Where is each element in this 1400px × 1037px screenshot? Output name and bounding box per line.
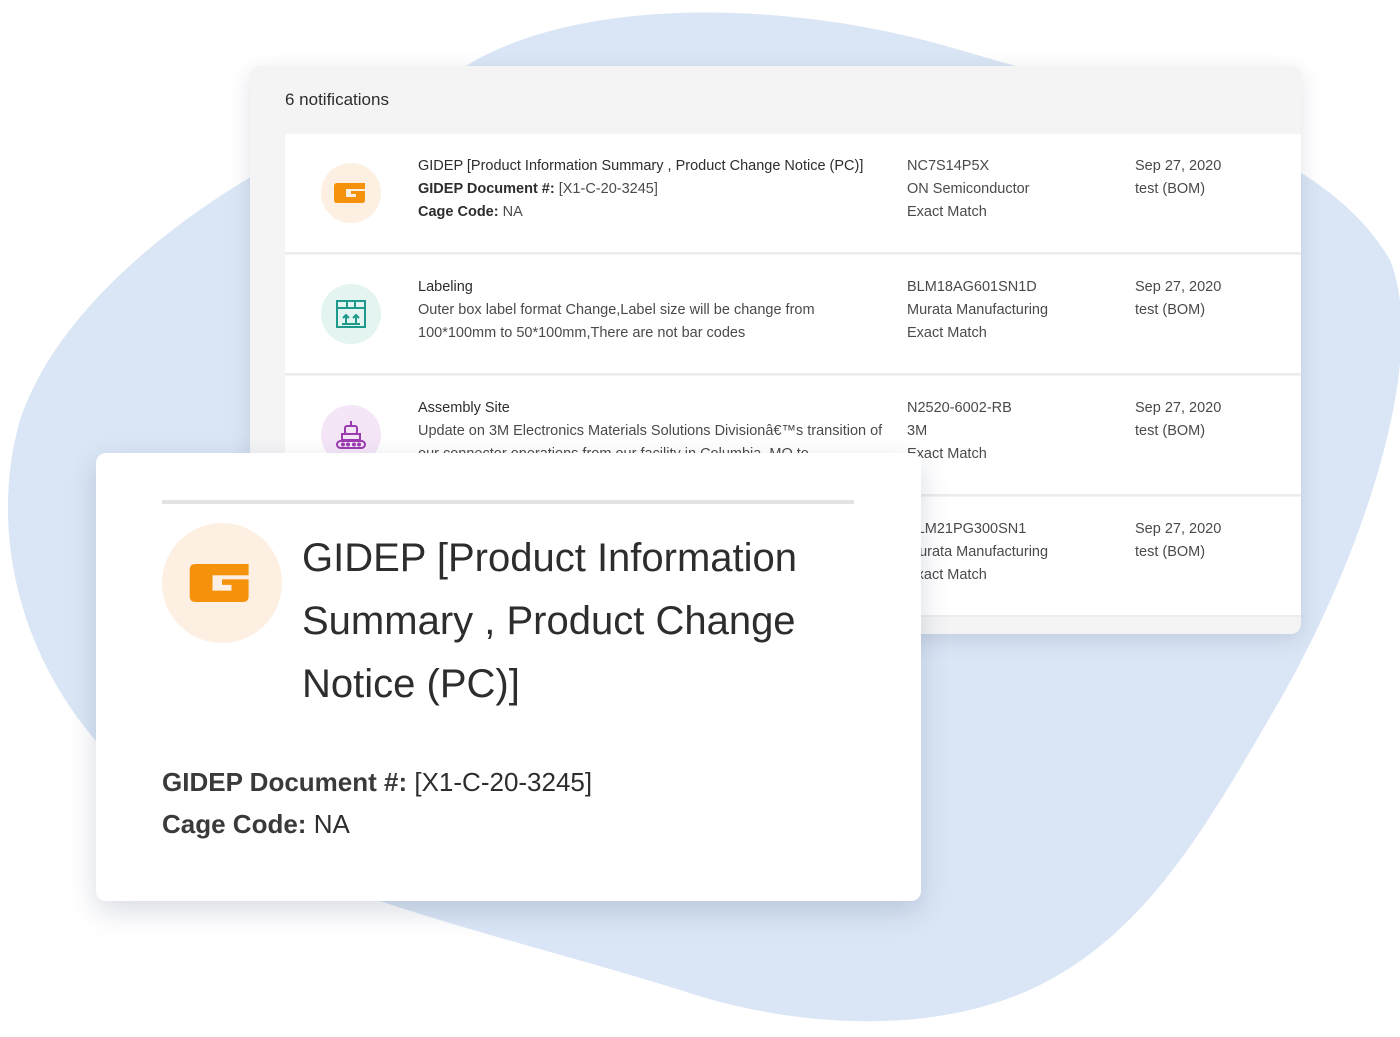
- zoomed-notification-title: GIDEP [Product Information Summary , Pro…: [302, 536, 798, 706]
- notification-date: Sep 27, 2020: [1135, 521, 1222, 537]
- notification-title: Labeling: [418, 279, 473, 295]
- notification-description: Outer box label format Change,Label size…: [418, 302, 815, 341]
- manufacturer: Murata Manufacturing: [907, 544, 1049, 560]
- date-info: Sep 27, 2020 test (BOM): [1135, 518, 1295, 564]
- date-info: Sep 27, 2020 test (BOM): [1135, 276, 1295, 322]
- manufacturer: Murata Manufacturing: [907, 302, 1049, 318]
- notification-details: Labeling Outer box label format Change,L…: [418, 276, 888, 345]
- match-type: Exact Match: [907, 567, 987, 583]
- part-number: BLM21PG300SN1: [907, 521, 1027, 537]
- gidep-doc-label: GIDEP Document #:: [418, 181, 555, 197]
- zoomed-notification-card: GIDEP [Product Information Summary , Pro…: [96, 453, 921, 901]
- part-number: N2520-6002-RB: [907, 400, 1012, 416]
- notification-row[interactable]: GIDEP [Product Information Summary , Pro…: [285, 134, 1301, 254]
- labeling-box-icon: [321, 284, 381, 344]
- match-type: Exact Match: [907, 204, 987, 220]
- date-info: Sep 27, 2020 test (BOM): [1135, 155, 1295, 201]
- part-number: NC7S14P5X: [907, 158, 990, 174]
- bom-name: test (BOM): [1135, 302, 1206, 318]
- gidep-doc-label: GIDEP Document #:: [162, 767, 408, 797]
- part-number: BLM18AG601SN1D: [907, 279, 1037, 295]
- cage-code-label: Cage Code:: [418, 204, 499, 220]
- bom-name: test (BOM): [1135, 181, 1206, 197]
- gidep-doc-value: [X1-C-20-3245]: [558, 181, 658, 197]
- manufacturer: ON Semiconductor: [907, 181, 1030, 197]
- date-info: Sep 27, 2020 test (BOM): [1135, 397, 1295, 443]
- match-type: Exact Match: [907, 325, 987, 341]
- bom-name: test (BOM): [1135, 423, 1206, 439]
- cage-code-value: NA: [502, 204, 523, 220]
- notification-details: GIDEP [Product Information Summary , Pro…: [418, 155, 888, 224]
- gidep-doc-value: [X1-C-20-3245]: [414, 767, 593, 797]
- cage-code-value: NA: [313, 809, 350, 839]
- gidep-g-icon: [162, 523, 282, 643]
- manufacturer: 3M: [907, 423, 928, 439]
- notifications-count: 6 notifications: [285, 90, 389, 109]
- part-info: BLM18AG601SN1D Murata Manufacturing Exac…: [907, 276, 1107, 345]
- card-divider: [162, 500, 854, 504]
- part-info: NC7S14P5X ON Semiconductor Exact Match: [907, 155, 1107, 224]
- gidep-g-icon: [321, 163, 381, 223]
- notification-row[interactable]: Labeling Outer box label format Change,L…: [285, 255, 1301, 375]
- notification-date: Sep 27, 2020: [1135, 279, 1222, 295]
- bom-name: test (BOM): [1135, 544, 1206, 560]
- zoomed-notification-meta: GIDEP Document #: [X1-C-20-3245] Cage Co…: [162, 761, 592, 845]
- notification-title: GIDEP [Product Information Summary , Pro…: [418, 158, 864, 174]
- part-info: N2520-6002-RB 3M Exact Match: [907, 397, 1107, 466]
- notification-title: Assembly Site: [418, 400, 510, 416]
- cage-code-label: Cage Code:: [162, 809, 307, 839]
- notification-date: Sep 27, 2020: [1135, 158, 1222, 174]
- notification-date: Sep 27, 2020: [1135, 400, 1222, 416]
- part-info: BLM21PG300SN1 Murata Manufacturing Exact…: [907, 518, 1107, 587]
- match-type: Exact Match: [907, 446, 987, 462]
